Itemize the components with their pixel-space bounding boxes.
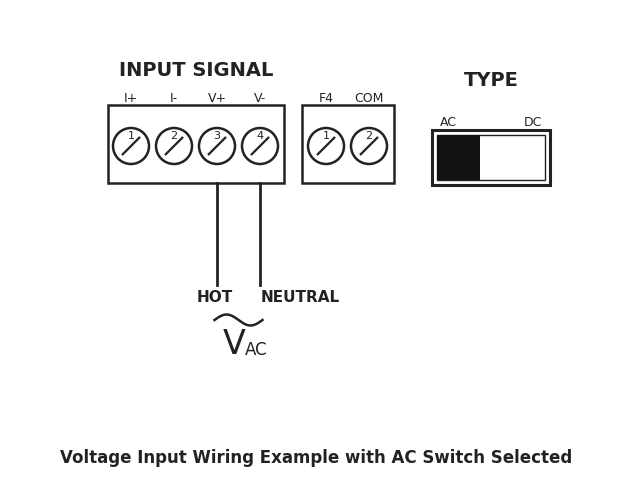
Bar — [108, 105, 284, 183]
Text: 4: 4 — [256, 131, 264, 141]
Text: AC: AC — [245, 341, 268, 359]
Text: 1: 1 — [127, 131, 134, 141]
Circle shape — [113, 128, 149, 164]
Text: I+: I+ — [124, 92, 138, 105]
Circle shape — [308, 128, 344, 164]
Text: 2: 2 — [170, 131, 177, 141]
Circle shape — [199, 128, 235, 164]
Text: DC: DC — [524, 116, 542, 129]
Text: COM: COM — [355, 92, 384, 105]
Text: 2: 2 — [365, 131, 372, 141]
Circle shape — [351, 128, 387, 164]
Text: I-: I- — [170, 92, 178, 105]
Text: Voltage Input Wiring Example with AC Switch Selected: Voltage Input Wiring Example with AC Swi… — [60, 449, 572, 467]
Text: AC: AC — [440, 116, 457, 129]
Text: NEUTRAL: NEUTRAL — [261, 290, 339, 305]
Text: INPUT SIGNAL: INPUT SIGNAL — [119, 60, 273, 80]
Text: V+: V+ — [208, 92, 227, 105]
Circle shape — [156, 128, 192, 164]
Bar — [437, 135, 480, 180]
Bar — [437, 135, 545, 180]
Text: V-: V- — [254, 92, 266, 105]
Text: V: V — [223, 328, 246, 361]
Bar — [302, 105, 394, 183]
Text: F4: F4 — [319, 92, 334, 105]
Text: TYPE: TYPE — [464, 71, 519, 89]
Text: 3: 3 — [213, 131, 220, 141]
Text: HOT: HOT — [197, 290, 233, 305]
Text: 1: 1 — [322, 131, 329, 141]
Bar — [432, 130, 550, 185]
Circle shape — [242, 128, 278, 164]
